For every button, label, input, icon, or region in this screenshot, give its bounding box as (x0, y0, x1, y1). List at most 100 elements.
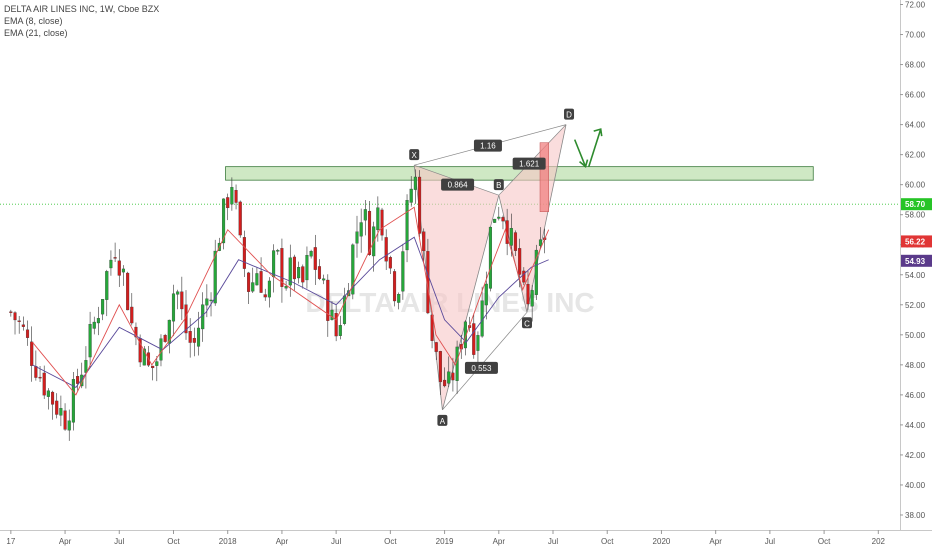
price-tick-label: 68.00 (905, 61, 926, 70)
candle-down (426, 251, 430, 314)
candle-down (163, 335, 167, 342)
candle-down (50, 391, 55, 405)
candle-up (488, 226, 493, 289)
price-tick-label: 46.00 (905, 391, 926, 400)
candle-down (226, 197, 230, 209)
price-tick-label: 48.00 (905, 361, 926, 370)
candle-up (88, 324, 92, 358)
candle-down (151, 365, 155, 369)
candle-down (317, 266, 322, 279)
candle-down (388, 257, 392, 269)
candle-down (25, 329, 30, 338)
candle-up (493, 218, 497, 223)
candle-up (205, 298, 209, 306)
price-tick-label: 72.00 (905, 1, 926, 10)
price-tick-label: 38.00 (905, 511, 926, 520)
candle-up (538, 239, 543, 246)
candle-up (105, 271, 109, 300)
point-label-c: C (524, 319, 530, 328)
candle-up (534, 249, 538, 295)
candle-down (242, 237, 246, 269)
candle-up (213, 250, 217, 304)
candle-down (38, 376, 42, 379)
candle-up (288, 257, 292, 286)
point-label-bg (493, 179, 504, 191)
time-tick-label: Oct (384, 537, 397, 546)
candle-down (301, 266, 305, 283)
point-label-b: B (496, 181, 501, 190)
time-tick-label: Apr (59, 537, 72, 546)
price-tick-label: 60.00 (905, 181, 926, 190)
candle-down (247, 272, 251, 292)
candle-down (438, 351, 442, 383)
candle-down (17, 320, 21, 322)
price-tick-label: 66.00 (905, 91, 926, 100)
candle-down (263, 294, 267, 298)
candle-up (530, 290, 534, 307)
time-axis[interactable]: 17 Apr Jul Oct 2018 Apr Jul Oct 2019 Apr Jul Oct 202… (0, 530, 932, 546)
candle-down (188, 331, 192, 343)
candle-up (272, 250, 276, 278)
candle-up (409, 188, 413, 203)
candle-down (259, 271, 263, 293)
time-tick-label: Apr (493, 537, 506, 546)
point-label-bg (437, 414, 448, 426)
candle-up (121, 268, 125, 273)
candle-down (418, 176, 422, 234)
point-label-x: X (412, 151, 418, 160)
candle-up (305, 255, 309, 281)
ratio-label: 0.553 (471, 364, 492, 373)
candle-up (401, 251, 405, 292)
candle-down (384, 237, 388, 262)
candle-down (280, 248, 284, 287)
pattern-line (442, 312, 528, 411)
candle-up (67, 420, 71, 431)
time-tick-label: Jul (331, 537, 341, 546)
time-tick-label: Jul (548, 537, 558, 546)
time-tick-label: 2019 (436, 537, 454, 546)
candle-up (230, 187, 234, 205)
candle-up (330, 309, 334, 320)
candle-up (201, 304, 205, 330)
price-tag-label: 54.93 (905, 257, 926, 266)
candle-up (171, 293, 176, 322)
candle-up (109, 259, 113, 269)
candle-up (376, 207, 380, 231)
candles (9, 169, 547, 441)
candle-up (463, 321, 467, 349)
candle-down (76, 376, 80, 384)
point-label-d: D (566, 111, 572, 120)
ratio-bg (512, 157, 546, 170)
candle-down (526, 283, 530, 305)
point-label-bg (564, 108, 575, 120)
candle-up (267, 280, 271, 298)
candle-down (117, 260, 121, 276)
candle-down (392, 271, 397, 302)
candle-up (84, 360, 88, 373)
price-tick-label: 52.00 (905, 301, 926, 310)
candle-up (447, 371, 451, 384)
time-tick-label: 2020 (653, 537, 671, 546)
legend: DELTA AIR LINES INC, 1W, Cboe BZX EMA (8… (4, 3, 159, 39)
projection-box (539, 142, 549, 212)
candle-up (255, 273, 259, 286)
price-axis[interactable]: 72.00 70.00 68.00 66.00 64.00 62.00 60.00 58.00… (900, 0, 932, 550)
time-tick-label: Jul (114, 537, 124, 546)
time-tick-label: 202 (872, 537, 886, 546)
candle-up (338, 325, 342, 336)
candle-up (209, 299, 213, 302)
candle-down (367, 210, 372, 255)
candle-up (359, 222, 363, 237)
price-axis-bg (900, 0, 932, 550)
candle-down (472, 323, 476, 355)
candle-up (46, 390, 50, 397)
candle-down (380, 209, 384, 236)
candle-up (297, 267, 301, 279)
candle-down (430, 314, 434, 341)
candle-down (513, 232, 518, 251)
candle-down (238, 201, 242, 236)
price-tick-label: 54.00 (905, 271, 926, 280)
arrow-up-head (593, 128, 603, 137)
ema-lines (32, 206, 550, 396)
